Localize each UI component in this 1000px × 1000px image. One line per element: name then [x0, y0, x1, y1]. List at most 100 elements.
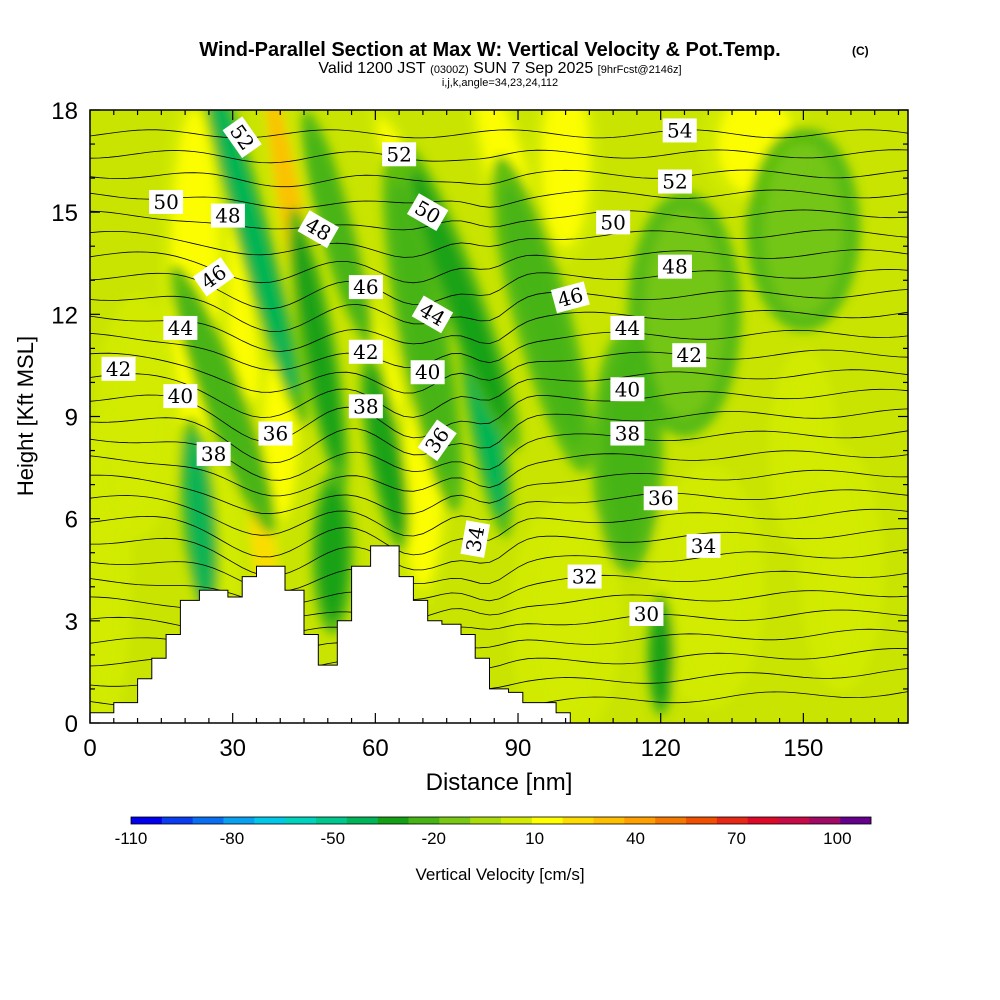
isentrope-line — [90, 169, 908, 188]
isentrope-line — [90, 149, 908, 164]
colorbar: -110 -80 -50 -20 10 40 70 100 — [115, 816, 872, 848]
contour-label-text: 52 — [386, 142, 411, 166]
contour-label: 50 — [149, 189, 184, 214]
x-tick-label: 150 — [783, 735, 823, 762]
contour-label-text: 36 — [263, 422, 288, 446]
x-tick-label: 90 — [505, 735, 532, 762]
contour-label: 38 — [610, 421, 645, 446]
contour-label-text: 38 — [353, 394, 378, 418]
x-tick-label: 0 — [83, 735, 96, 762]
colorbar-swatch — [840, 817, 872, 824]
contour-label: 44 — [610, 315, 645, 340]
contour-label: 52 — [382, 142, 417, 167]
contour-label: 52 — [657, 169, 692, 194]
colorbar-swatch — [316, 817, 348, 824]
contour-label: 34 — [686, 533, 721, 558]
contour-label-text: 54 — [667, 118, 692, 142]
contour-label-text: 34 — [461, 524, 489, 553]
colorbar-label: Vertical Velocity [cm/s] — [415, 865, 584, 884]
y-tick-label: 0 — [65, 711, 78, 738]
isentrope-line — [90, 269, 908, 310]
colorbar-swatch — [716, 817, 748, 824]
contour-label: 42 — [672, 343, 707, 368]
isentrope-line — [90, 349, 908, 394]
colorbar-tick-label: -50 — [321, 829, 346, 848]
contour-label-text: 52 — [662, 170, 687, 194]
isentrope-line — [90, 329, 908, 371]
colorbar-swatch — [624, 817, 656, 824]
isentrope-line — [90, 289, 908, 333]
contour-label-text: 32 — [572, 565, 597, 589]
colorbar-tick-label: 100 — [823, 829, 851, 848]
contour-label-text: 46 — [353, 275, 378, 299]
colorbar-swatch — [161, 817, 193, 824]
contour-label: 42 — [101, 356, 136, 381]
contour-label-text: 42 — [677, 343, 702, 367]
colorbar-tick-label: 70 — [727, 829, 746, 848]
contour-label-text: 48 — [215, 204, 240, 228]
colorbar-tick-label: -80 — [220, 829, 245, 848]
colorbar-swatch — [778, 817, 810, 824]
x-axis: 0 30 60 90 120 150 — [83, 110, 900, 762]
contour-label: 30 — [629, 602, 664, 627]
colorbar-swatch — [686, 817, 718, 824]
colorbar-swatch — [470, 817, 502, 824]
subtitle-valid: Valid 1200 JST — [318, 60, 426, 77]
colorbar-swatch — [747, 817, 779, 824]
updraft-region — [90, 406, 133, 723]
contour-label: 50 — [406, 193, 449, 232]
contour-label: 34 — [460, 520, 490, 558]
contour-label: 38 — [196, 441, 231, 466]
colorbar-swatch — [501, 817, 533, 824]
chart-title: Wind-Parallel Section at Max W: Vertical… — [199, 39, 780, 61]
updraft-region — [529, 110, 602, 264]
colorbar-swatch — [192, 817, 224, 824]
contour-label-text: 38 — [201, 442, 226, 466]
chart-subtitle: Valid 1200 JST (0300Z) SUN 7 Sep 2025 [9… — [318, 60, 681, 77]
contour-label: 44 — [163, 315, 198, 340]
colorbar-swatch — [377, 817, 409, 824]
colorbar-frame — [130, 816, 872, 825]
isentrope-line — [90, 388, 908, 443]
contour-label: 40 — [410, 360, 445, 385]
chart-indices: i,j,k,angle=34,23,24,112 — [442, 77, 558, 89]
colorbar-tick-label: 40 — [626, 829, 645, 848]
isentrope-line — [90, 229, 908, 258]
isentrope-line — [90, 408, 908, 464]
x-tick-label: 30 — [219, 735, 246, 762]
colorbar-swatch — [346, 817, 378, 824]
colorbar-swatch — [655, 817, 687, 824]
isentrope-line — [90, 508, 908, 558]
colorbar-tick-label: -20 — [421, 829, 446, 848]
contour-label: 40 — [163, 384, 198, 409]
colorbar-swatch — [408, 817, 440, 824]
contour-label-text: 44 — [168, 316, 193, 340]
contour-label-text: 36 — [648, 486, 673, 510]
contour-label-text: 34 — [691, 534, 716, 558]
y-tick-label: 6 — [65, 507, 78, 534]
contour-label: 48 — [210, 203, 245, 228]
y-tick-label: 18 — [51, 98, 78, 125]
contour-label: 48 — [657, 254, 692, 279]
title-units-mark: (C) — [852, 44, 869, 58]
contour-label: 36 — [258, 421, 293, 446]
subtitle-utc: (0300Z) — [430, 64, 469, 76]
colorbar-tick-label: -110 — [115, 829, 148, 848]
contour-label-text: 40 — [415, 360, 440, 384]
y-tick-label: 12 — [51, 302, 78, 329]
y-tick-label: 9 — [65, 405, 78, 432]
contour-label: 42 — [348, 339, 383, 364]
colorbar-tick-label: 10 — [525, 829, 544, 848]
colorbar-swatch — [223, 817, 255, 824]
terrain — [90, 545, 571, 723]
isentrope-line — [90, 450, 908, 497]
contour-label: 38 — [348, 394, 383, 419]
updraft-region — [767, 348, 840, 553]
contour-label-text: 38 — [615, 422, 640, 446]
isentrope-line — [90, 369, 908, 418]
colorbar-swatch — [562, 817, 594, 824]
contour-label-text: 30 — [634, 602, 659, 626]
